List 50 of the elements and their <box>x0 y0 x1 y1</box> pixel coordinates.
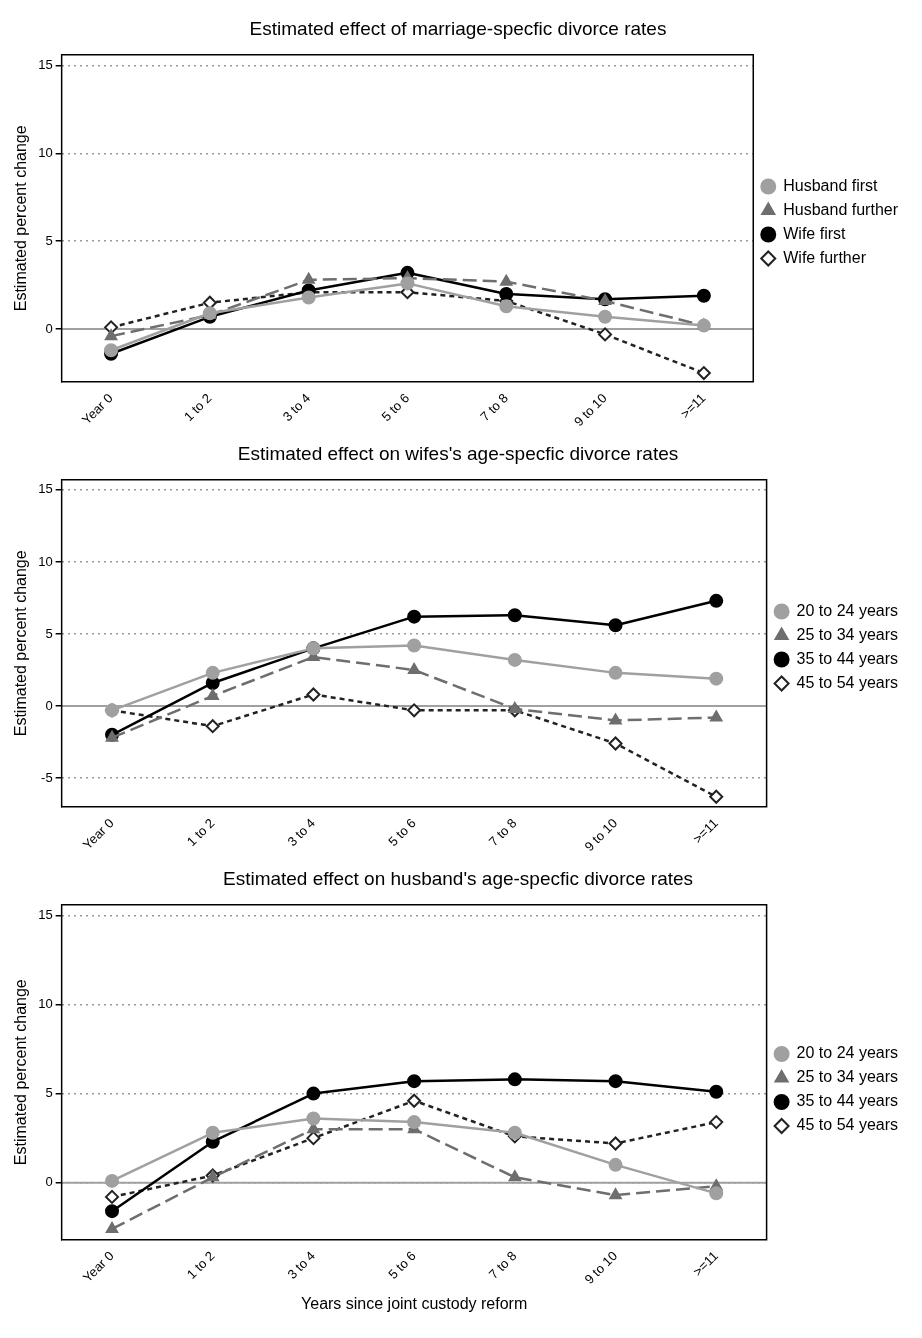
chart-title: Estimated effect of marriage-specfic divorce rates <box>249 17 667 39</box>
x-tick-label: 9 to 10 <box>570 390 610 430</box>
y-tick-label: 5 <box>45 1085 53 1101</box>
y-tick-label: 15 <box>38 56 53 72</box>
legend-label: Husband first <box>783 176 879 194</box>
legend-label: 35 to 44 years <box>796 649 899 667</box>
y-tick-label: 10 <box>38 996 53 1012</box>
chart-title: Estimated effect on husband's age-specfic divorce rates <box>222 867 694 889</box>
legend-label: Wife first <box>783 224 847 242</box>
legend-label: Husband further <box>783 200 899 218</box>
x-tick-label: Year 0 <box>79 815 117 853</box>
x-tick-label: 7 to 8 <box>477 390 511 425</box>
y-tick-label: 15 <box>38 907 53 923</box>
x-tick-label: 1 to 2 <box>180 390 215 425</box>
y-tick-label: 10 <box>38 553 53 569</box>
y-tick-label: 0 <box>45 1174 53 1190</box>
x-tick-label: 5 to 6 <box>385 1248 419 1282</box>
y-tick-label: 15 <box>38 481 53 497</box>
x-tick-label: 5 to 6 <box>385 815 419 850</box>
y-axis-title: Estimated percent change <box>12 550 30 737</box>
legend-label: 20 to 24 years <box>796 601 899 619</box>
y-axis-title: Estimated percent change <box>12 979 30 1166</box>
y-tick-label: 5 <box>45 625 53 641</box>
x-tick-label: Year 0 <box>78 390 116 428</box>
x-tick-label: 9 to 10 <box>581 815 621 855</box>
x-tick-label: 1 to 2 <box>183 1248 218 1282</box>
x-tick-label: 3 to 4 <box>284 815 319 850</box>
x-tick-label: 7 to 8 <box>485 1248 520 1282</box>
legend-label: 45 to 54 years <box>796 1116 899 1134</box>
legend-label: 35 to 44 years <box>796 1092 899 1110</box>
legend-label: 25 to 34 years <box>796 1068 899 1086</box>
y-axis-title: Estimated percent change <box>12 125 30 312</box>
x-axis-title: Years since joint custody reform <box>301 1294 528 1312</box>
x-tick-label: 9 to 10 <box>581 1248 621 1287</box>
y-tick-label: 0 <box>45 697 53 713</box>
x-tick-label: Year 0 <box>79 1248 117 1286</box>
legend-label: Wife further <box>783 248 867 266</box>
y-tick-label: 0 <box>45 320 53 336</box>
legend-label: 45 to 54 years <box>796 673 899 691</box>
y-tick-label: 5 <box>45 232 53 248</box>
x-tick-label: 3 to 4 <box>279 390 314 425</box>
x-tick-label: 5 to 6 <box>378 390 413 425</box>
x-tick-label: 1 to 2 <box>183 815 218 850</box>
x-tick-label: 7 to 8 <box>485 815 520 850</box>
x-tick-label: 3 to 4 <box>284 1248 319 1282</box>
legend-label: 20 to 24 years <box>796 1044 899 1062</box>
chart-title: Estimated effect on wifes's age-specfic divorce rates <box>237 442 679 464</box>
y-tick-label: 10 <box>38 144 53 160</box>
legend-label: 25 to 34 years <box>796 625 899 643</box>
y-tick-label: -5 <box>41 769 53 785</box>
